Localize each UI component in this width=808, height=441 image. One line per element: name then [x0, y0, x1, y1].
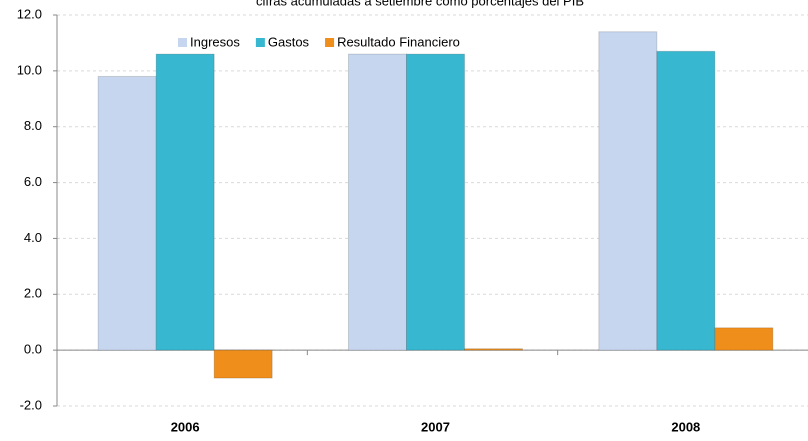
bar — [97, 75, 157, 351]
bar — [155, 53, 215, 351]
bar — [406, 53, 465, 351]
legend-swatch — [178, 38, 187, 47]
legend-swatch — [255, 38, 265, 47]
bar — [714, 327, 774, 351]
x-tick-label: 2006 — [171, 419, 200, 434]
y-tick-label: 12.0 — [17, 6, 42, 21]
legend-swatch — [325, 38, 335, 47]
y-tick-label: 8.0 — [24, 118, 42, 133]
bar — [348, 53, 407, 351]
bar — [656, 50, 716, 351]
bar — [213, 349, 273, 379]
y-tick-label: 4.0 — [24, 230, 42, 245]
x-tick-label: 2008 — [671, 419, 700, 434]
bar — [598, 31, 658, 351]
legend-label: Gastos — [268, 34, 310, 49]
y-tick-label: 0.0 — [24, 342, 42, 357]
bar — [464, 348, 523, 351]
y-tick-label: -2.0 — [20, 397, 42, 412]
legend-label: Resultado Financiero — [337, 34, 460, 49]
legend-label: Ingresos — [190, 34, 240, 49]
y-tick-label: 10.0 — [17, 62, 42, 77]
y-tick-label: 6.0 — [24, 174, 42, 189]
y-tick-label: 2.0 — [24, 286, 42, 301]
chart-title: cifras acumuladas a setiembre como porce… — [256, 0, 584, 8]
x-tick-label: 2007 — [421, 419, 450, 434]
